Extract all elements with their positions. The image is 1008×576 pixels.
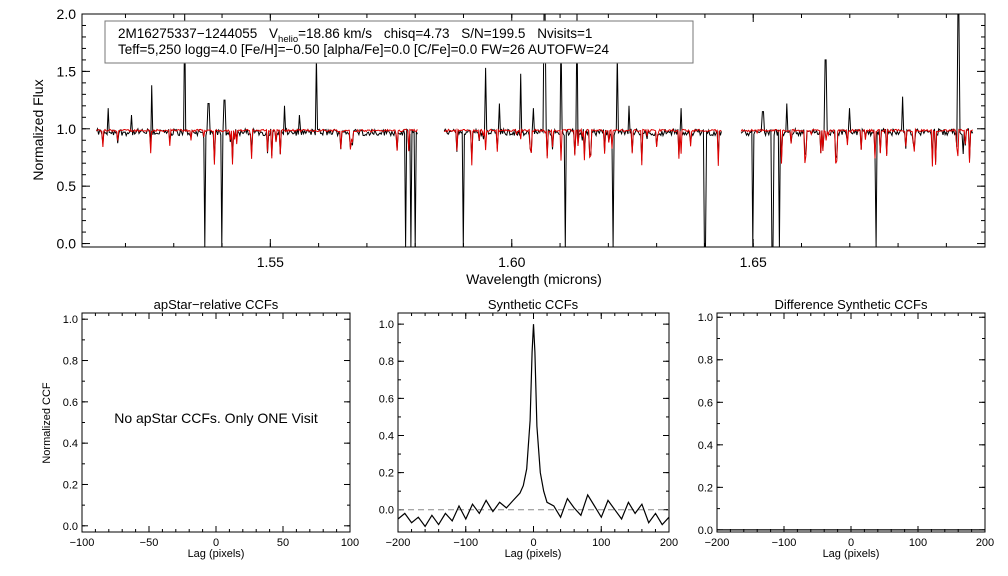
apstar-ccf-title: apStar−relative CCFs <box>154 297 279 312</box>
y-tick-label: 0.4 <box>63 438 78 450</box>
y-tick-label: 0.6 <box>698 397 713 409</box>
apstar-ccf-xlabel: Lag (pixels) <box>188 548 245 560</box>
synthetic-ccf-panel: −200 −100 0 100 200 0.0 0.2 0.4 0.6 0.8 1.0 Synthe… <box>379 297 678 560</box>
x-tick-label: −100 <box>453 537 478 549</box>
y-tick-label: 1.0 <box>57 121 77 137</box>
x-tick-label: 200 <box>660 537 678 549</box>
x-tick-label: −100 <box>70 537 95 549</box>
y-tick-label: 1.0 <box>698 312 713 324</box>
annotation-nvisits: Nvisits=1 <box>537 26 592 41</box>
x-tick-label: 100 <box>341 537 359 549</box>
y-tick-label: 1.5 <box>57 63 77 79</box>
y-tick-label: 0.2 <box>379 468 394 480</box>
spectrum-ticks: 1.55 1.60 1.65 0.0 0.5 1.0 1.5 2.0 <box>57 6 985 270</box>
annotation-line1: 2M16275337−1244055 Vhelio=18.86 km/s chi… <box>118 26 592 45</box>
annotation-vhelio-sub: helio <box>278 34 298 45</box>
y-tick-label: 0.0 <box>57 236 77 252</box>
model-spectrum-line <box>96 128 418 165</box>
observed-spectrum-line <box>740 13 974 248</box>
synthetic-ccf-title: Synthetic CCFs <box>488 297 579 312</box>
difference-ccf-title: Difference Synthetic CCFs <box>775 297 928 312</box>
difference-ccf-ticks: −200 −100 0 100 200 0.0 0.2 0.4 0.6 0.8 1.0 <box>698 312 994 549</box>
x-tick-label: 50 <box>277 537 289 549</box>
spectrum-frame <box>81 13 986 248</box>
annotation-box <box>104 20 694 64</box>
x-tick-label: −200 <box>386 537 411 549</box>
x-tick-label: 1.55 <box>257 254 284 270</box>
spectrum-ylabel: Normalized Flux <box>30 79 46 180</box>
annotation-line2: Teff=5,250 logg=4.0 [Fe/H]=−0.50 [alpha/… <box>118 42 610 57</box>
spectrum-annotation: 2M16275337−1244055 Vhelio=18.86 km/s chi… <box>104 20 694 64</box>
y-tick-label: 1.0 <box>63 314 78 326</box>
y-tick-label: 2.0 <box>57 6 77 22</box>
x-tick-label: 200 <box>976 537 994 549</box>
y-tick-label: 0.0 <box>379 505 394 517</box>
x-tick-label: −200 <box>705 537 730 549</box>
difference-ccf-panel: −200 −100 0 100 200 0.0 0.2 0.4 0.6 0.8 1.0 Differ… <box>698 297 994 560</box>
synthetic-ccf-lines <box>397 324 670 528</box>
x-tick-label: 0 <box>213 537 219 549</box>
apstar-ccf-message: No apStar CCFs. Only ONE Visit <box>114 410 318 426</box>
x-tick-label: −50 <box>140 537 159 549</box>
apstar-ccf-panel: −100 −50 0 50 100 0.0 0.2 0.4 0.6 0.8 1.0 apStar−r… <box>41 297 359 560</box>
y-tick-label: 0.0 <box>698 525 713 537</box>
synthetic-ccf-ticks: −200 −100 0 100 200 0.0 0.2 0.4 0.6 0.8 1.0 <box>379 313 678 549</box>
y-tick-label: 0.2 <box>63 479 78 491</box>
y-tick-label: 0.6 <box>63 397 78 409</box>
x-tick-label: 0 <box>848 537 854 549</box>
apstar-ccf-ticks: −100 −50 0 50 100 0.0 0.2 0.4 0.6 0.8 1.0 <box>63 313 359 549</box>
annotation-chisq: chisq=4.73 <box>384 26 450 41</box>
y-tick-label: 0.0 <box>63 521 78 533</box>
model-spectrum-line <box>444 127 722 166</box>
annotation-vhelio-label: V <box>269 26 278 41</box>
x-tick-label: 100 <box>592 537 610 549</box>
x-tick-label: 100 <box>909 537 927 549</box>
y-tick-label: 0.8 <box>63 355 78 367</box>
annotation-vhelio-value: =18.86 km/s <box>298 26 372 41</box>
y-tick-label: 0.2 <box>698 482 713 494</box>
y-tick-label: 0.6 <box>379 393 394 405</box>
spectrum-xlabel: Wavelength (microns) <box>466 271 602 287</box>
difference-ccf-frame <box>716 312 986 533</box>
synthetic-ccf-xlabel: Lag (pixels) <box>505 548 562 560</box>
annotation-star: 2M16275337−1244055 <box>118 26 257 41</box>
spectrum-panel: 1.55 1.60 1.65 0.0 0.5 1.0 1.5 2.0 Wavelength (… <box>30 6 986 287</box>
x-tick-label: 1.65 <box>740 254 767 270</box>
y-tick-label: 0.8 <box>698 355 713 367</box>
x-tick-label: 1.60 <box>498 254 525 270</box>
x-tick-label: 0 <box>530 537 536 549</box>
y-tick-label: 0.4 <box>379 430 394 442</box>
y-tick-label: 0.5 <box>57 178 77 194</box>
synthetic-ccf-line <box>397 324 670 528</box>
apstar-ccf-ylabel: Normalized CCF <box>41 382 53 464</box>
x-tick-label: −100 <box>772 537 797 549</box>
y-tick-label: 1.0 <box>379 319 394 331</box>
difference-ccf-xlabel: Lag (pixels) <box>823 548 880 560</box>
annotation-snr: S/N=199.5 <box>461 26 525 41</box>
synthetic-ccf-frame <box>397 312 670 533</box>
spectrum-lines <box>96 13 974 248</box>
y-tick-label: 0.8 <box>379 356 394 368</box>
model-spectrum-line <box>740 127 973 167</box>
y-tick-label: 0.4 <box>698 440 713 452</box>
